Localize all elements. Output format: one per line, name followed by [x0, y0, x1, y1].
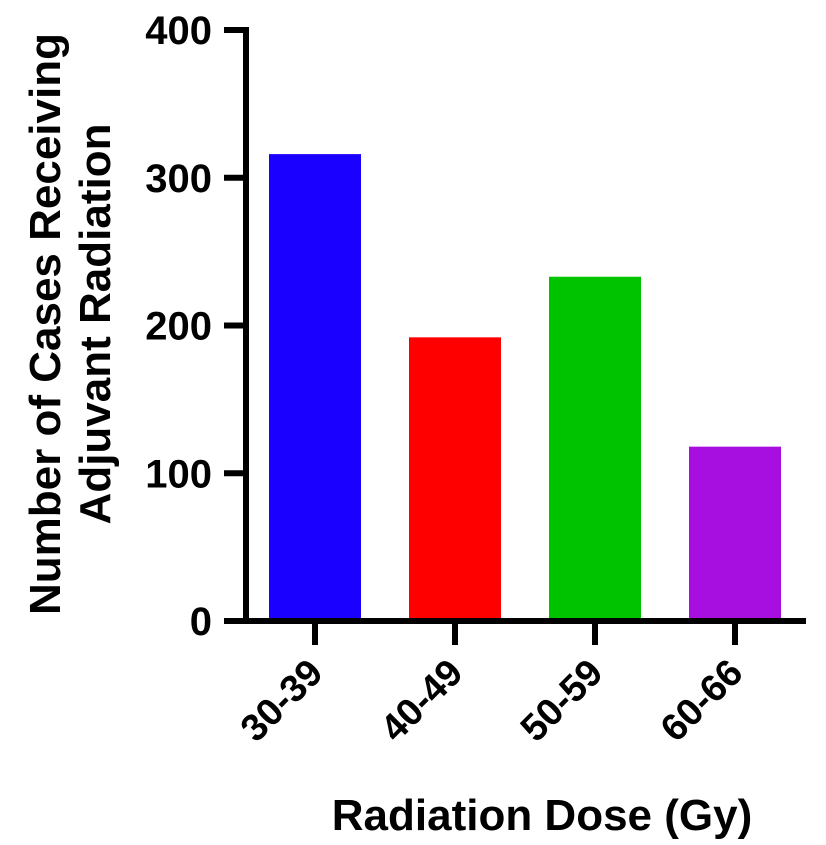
y-tick-label: 0	[190, 600, 212, 644]
x-tick-label: 40-49	[373, 652, 471, 750]
y-tick-label: 300	[145, 157, 212, 201]
x-ticks-group: 30-39 40-49 50-59 60-66	[233, 621, 751, 750]
bar-30-39	[269, 154, 361, 622]
bar-60-66	[689, 446, 781, 621]
x-tick-label: 30-39	[233, 652, 331, 750]
y-tick-label: 200	[145, 305, 212, 349]
y-tick-label: 400	[145, 9, 212, 53]
bars-group	[269, 154, 781, 622]
y-axis-title-line-1: Number of Cases Receiving	[21, 33, 70, 615]
y-ticks-group: 0 100 200 300 400	[145, 9, 246, 644]
bar-50-59	[549, 276, 641, 621]
y-axis-title: Number of Cases Receiving Adjuvant Radia…	[21, 33, 120, 615]
x-axis-title: Radiation Dose (Gy)	[332, 791, 753, 840]
x-tick-label: 60-66	[653, 652, 751, 750]
bar-40-49	[409, 337, 501, 621]
y-tick-label: 100	[145, 452, 212, 496]
x-tick-label: 50-59	[513, 652, 611, 750]
y-axis-title-line-2: Adjuvant Radiation	[71, 124, 120, 525]
